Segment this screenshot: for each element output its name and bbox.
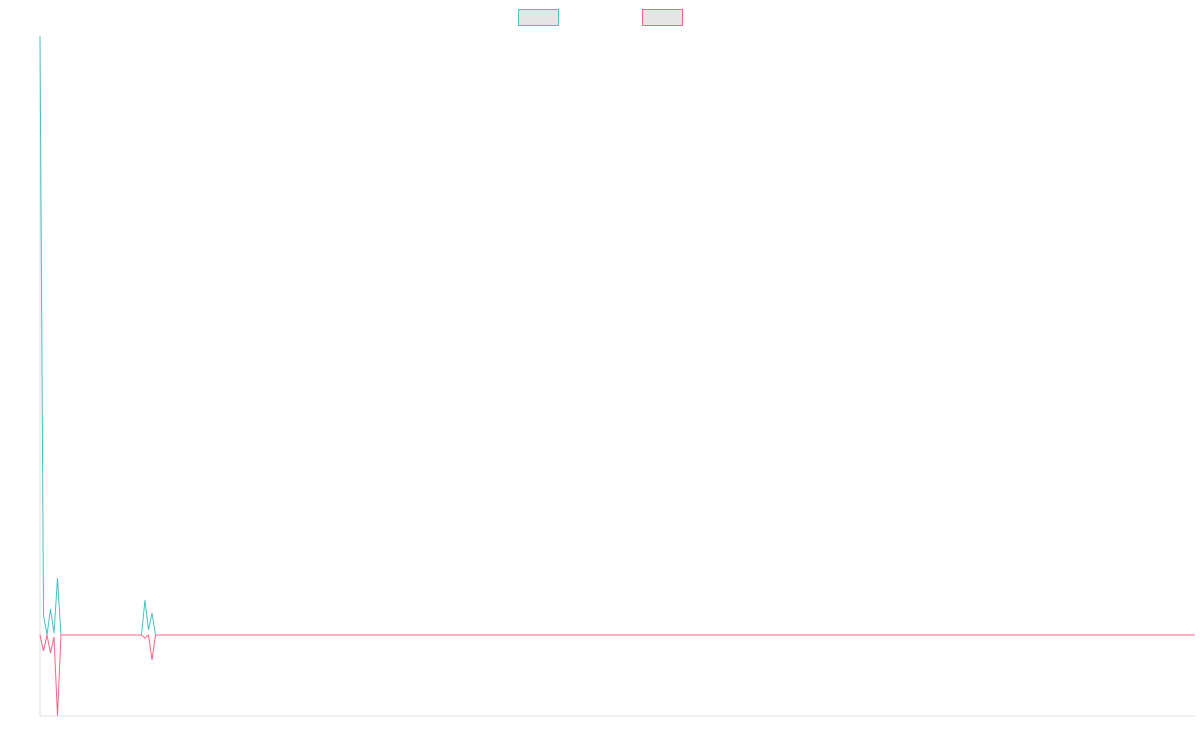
- line-series: [39, 35, 1195, 636]
- legend-swatch: [518, 9, 559, 26]
- legend-swatch: [642, 9, 683, 26]
- line-series: [39, 634, 1195, 717]
